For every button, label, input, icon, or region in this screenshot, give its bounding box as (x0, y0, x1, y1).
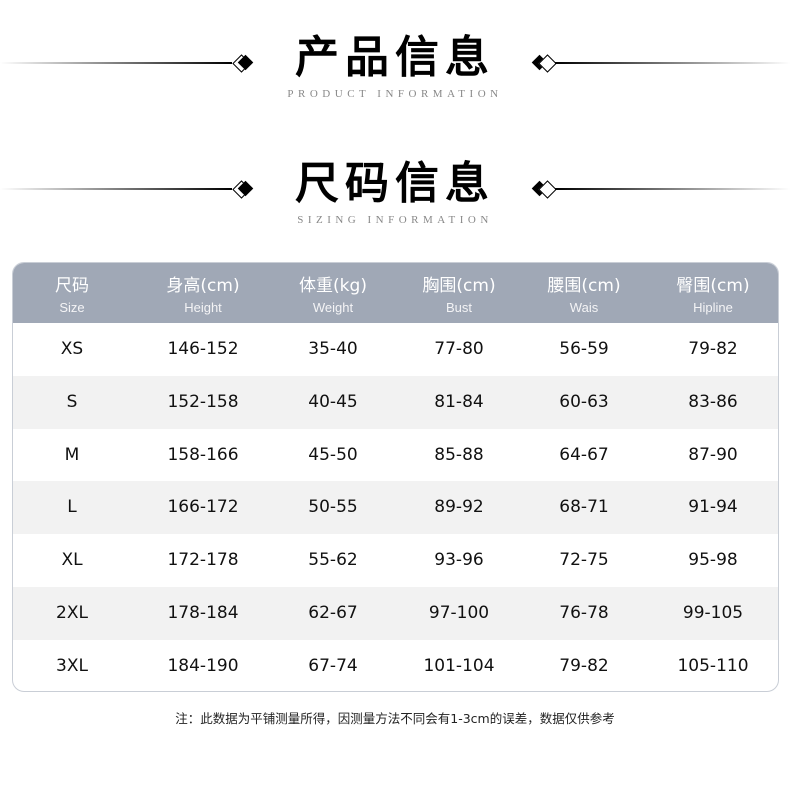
table-cell: 83-86 (688, 391, 738, 412)
table-cell: 89-92 (434, 497, 484, 518)
column-header-cn: 腰围(cm) (547, 276, 621, 296)
table-cell: M (64, 444, 80, 465)
table-cell: 178-184 (167, 602, 239, 623)
table-cell: 166-172 (167, 497, 239, 518)
divider-left (0, 188, 232, 190)
table-cell: L (67, 497, 77, 518)
table-row: XS 146-152 35-40 77-80 56-59 79-82 (13, 323, 778, 376)
table-row: M 158-166 45-50 85-88 64-67 87-90 (13, 429, 778, 482)
product-info-subtitle: PRODUCT INFORMATION (287, 88, 503, 100)
table-cell: 85-88 (434, 444, 484, 465)
table-cell: 50-55 (308, 497, 358, 518)
table-row: 2XL 178-184 62-67 97-100 76-78 99-105 (13, 586, 778, 640)
table-cell: 79-82 (559, 655, 609, 676)
table-cell: 105-110 (677, 655, 749, 676)
column-header-cn: 体重(kg) (299, 276, 367, 296)
table-row: 3XL 184-190 67-74 101-104 79-82 105-110 (13, 640, 778, 691)
table-cell: 93-96 (434, 550, 484, 571)
table-cell: 99-105 (682, 602, 744, 623)
table-cell: 87-90 (688, 444, 738, 465)
table-cell: 91-94 (688, 497, 738, 518)
table-body: XS 146-152 35-40 77-80 56-59 79-82 S 152-158 40-… (13, 323, 778, 691)
table-row: L 166-172 50-55 89-92 68-71 91-94 (13, 481, 778, 535)
table-cell: 45-50 (308, 444, 358, 465)
column-header-en: Size (59, 300, 85, 315)
table-cell: 62-67 (308, 602, 358, 623)
column-header-en: Weight (312, 300, 354, 315)
table-cell: 77-80 (434, 339, 484, 359)
table-cell: 97-100 (428, 602, 490, 623)
table-cell: 56-59 (559, 339, 609, 359)
divider-right (555, 188, 790, 190)
table-cell: 68-71 (559, 497, 609, 518)
table-cell: XS (60, 339, 84, 359)
table-cell: 64-67 (559, 444, 609, 465)
table-cell: 67-74 (308, 655, 358, 676)
table-cell: 172-178 (167, 550, 239, 571)
table-cell: 35-40 (308, 339, 358, 359)
table-cell: 72-75 (559, 550, 609, 571)
table-cell: XL (61, 550, 83, 571)
table-cell: 79-82 (688, 339, 738, 359)
table-cell: 55-62 (308, 550, 358, 571)
sizing-info-subtitle: SIZING INFORMATION (297, 214, 493, 226)
column-header-en: Bust (445, 300, 473, 315)
table-cell: 152-158 (167, 391, 239, 412)
table-cell: 3XL (56, 655, 88, 676)
table-cell: 76-78 (559, 602, 609, 623)
table-cell: 40-45 (308, 391, 358, 412)
table-row: XL 172-178 55-62 93-96 72-75 95-98 (13, 534, 778, 587)
table-cell: 146-152 (167, 339, 239, 359)
table-cell: 184-190 (167, 655, 239, 676)
table-cell: 95-98 (688, 550, 738, 571)
product-info-title: 产品信息 (295, 32, 495, 83)
size-chart-table: 尺码 Size 身高(cm) Height 体重(kg) Weight 胸围(cm) Bust… (12, 262, 779, 692)
table-header: 尺码 Size 身高(cm) Height 体重(kg) Weight 胸围(cm) Bust… (13, 263, 778, 323)
table-cell: 101-104 (423, 655, 495, 676)
divider-left (0, 62, 232, 64)
column-header-en: Wais (569, 300, 599, 315)
column-header-cn: 尺码 (55, 276, 89, 296)
sizing-info-title: 尺码信息 (295, 158, 495, 209)
table-cell: 60-63 (559, 391, 609, 412)
column-header-en: Hipline (693, 300, 733, 315)
measurement-note: 注：此数据为平铺测量所得，因测量方法不同会有1-3cm的误差，数据仅供参考 (175, 711, 615, 726)
divider-right (555, 62, 790, 64)
table-cell: 81-84 (434, 391, 484, 412)
column-header-cn: 身高(cm) (166, 276, 240, 296)
column-header-cn: 胸围(cm) (422, 276, 496, 296)
table-cell: 158-166 (167, 444, 239, 465)
table-cell: S (66, 391, 78, 412)
column-header-en: Height (184, 300, 222, 315)
column-header-cn: 臀围(cm) (676, 276, 750, 296)
table-cell: 2XL (56, 602, 88, 623)
table-row: S 152-158 40-45 81-84 60-63 83-86 (13, 375, 778, 429)
